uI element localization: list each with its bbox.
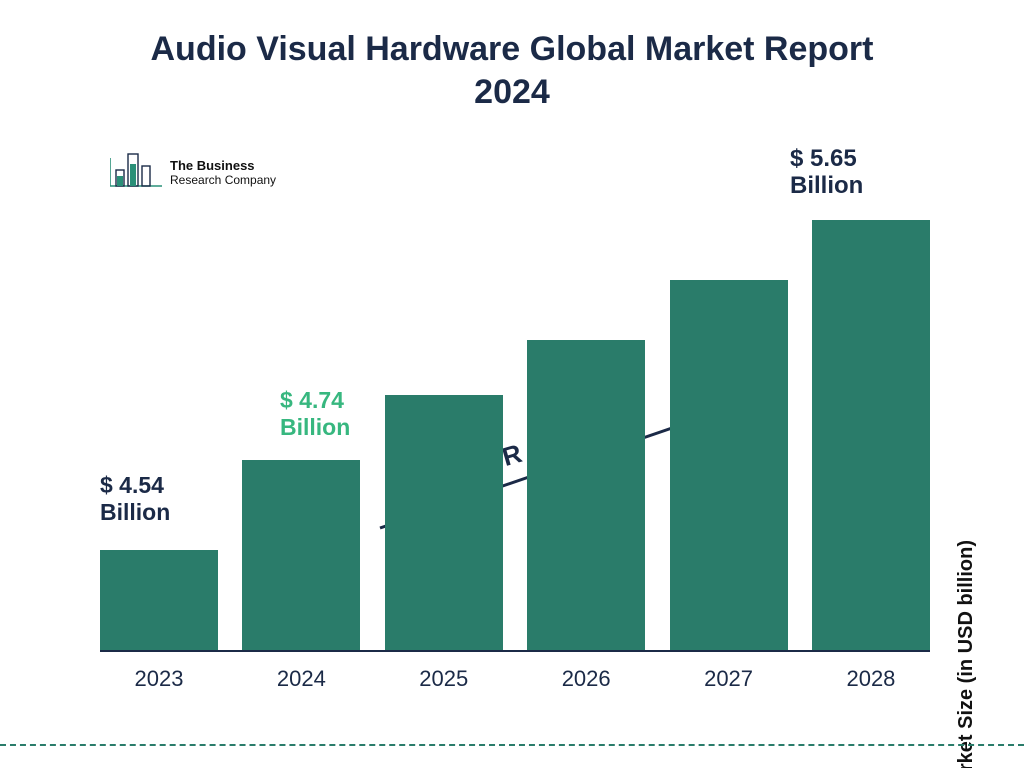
- title-line1: Audio Visual Hardware Global Market Repo…: [151, 30, 874, 68]
- chart-area: CAGR 4.50% $ 4.54Billion$ 4.74Billion$ 5…: [100, 190, 930, 700]
- bars-container: [100, 210, 930, 650]
- y-axis-label: Market Size (in USD billion): [955, 540, 978, 768]
- x-axis: [100, 650, 930, 652]
- bar: [812, 220, 930, 650]
- bar: [670, 280, 788, 650]
- x-axis-label: 2028: [812, 666, 930, 692]
- x-axis-label: 2025: [385, 666, 503, 692]
- logo-text: The Business Research Company: [170, 159, 276, 188]
- page-title: Audio Visual Hardware Global Market Repo…: [0, 28, 1024, 113]
- x-axis-label: 2026: [527, 666, 645, 692]
- bar: [242, 460, 360, 650]
- value-label: $ 5.65 Billion: [790, 145, 930, 200]
- bar-wrap: [242, 460, 360, 650]
- x-axis-labels: 2023 2024 2025 2026 2027 2028: [100, 666, 930, 692]
- bar-wrap: [527, 340, 645, 650]
- report-chart: Audio Visual Hardware Global Market Repo…: [0, 0, 1024, 768]
- x-axis-label: 2027: [670, 666, 788, 692]
- company-logo: The Business Research Company: [110, 148, 276, 188]
- bar-chart-icon: [110, 148, 162, 188]
- bar-wrap: [812, 220, 930, 650]
- logo-line2: Research Company: [170, 173, 276, 187]
- bar: [527, 340, 645, 650]
- bar-wrap: [385, 395, 503, 650]
- bar-wrap: [670, 280, 788, 650]
- x-axis-label: 2023: [100, 666, 218, 692]
- x-axis-label: 2024: [242, 666, 360, 692]
- bar: [385, 395, 503, 650]
- bar: [100, 550, 218, 650]
- bar-wrap: [100, 550, 218, 650]
- bottom-separator: [0, 744, 1024, 746]
- title-line2: 2024: [474, 73, 550, 111]
- logo-line1: The Business: [170, 158, 255, 173]
